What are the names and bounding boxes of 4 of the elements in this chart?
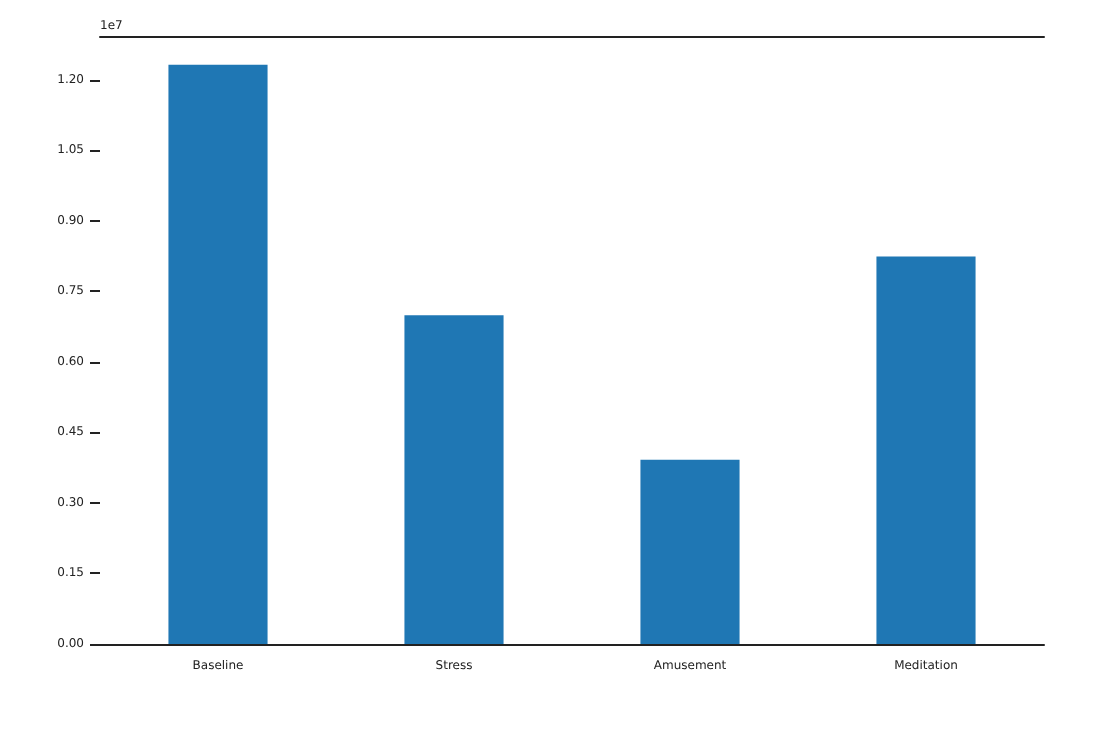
- bar: [168, 64, 268, 644]
- bar: [640, 459, 740, 644]
- bar: [876, 256, 976, 644]
- bar: [404, 315, 504, 644]
